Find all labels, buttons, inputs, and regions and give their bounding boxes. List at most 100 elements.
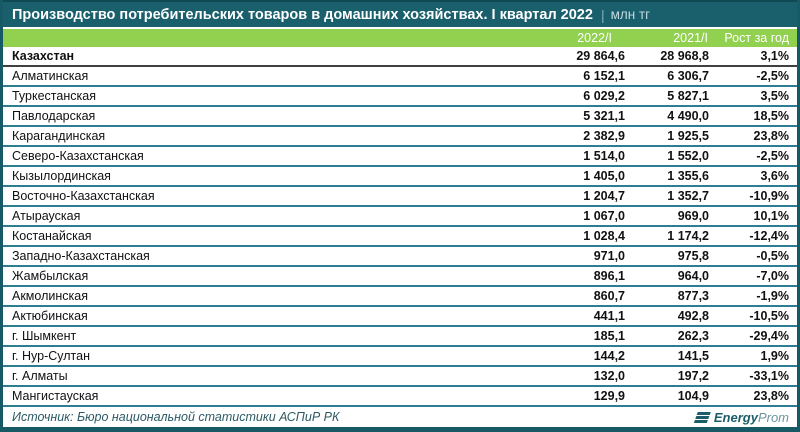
value-growth: -33,1% [749, 369, 789, 383]
column-header-growth: Рост за год [724, 31, 789, 45]
region-name: Казахстан [12, 49, 75, 63]
table-row: Карагандинская 2 382,9 1 925,5 23,8% [3, 127, 797, 147]
value-growth: 10,1% [753, 209, 789, 223]
value-2021: 964,0 [677, 269, 709, 283]
value-2021: 141,5 [677, 349, 709, 363]
table-row: г. Шымкент 185,1 262,3 -29,4% [3, 327, 797, 347]
table-row: Северо-Казахстанская 1 514,0 1 552,0 -2,… [3, 147, 797, 167]
region-name: Кызылординская [12, 169, 111, 183]
value-2022: 5 321,1 [583, 109, 625, 123]
value-2022: 860,7 [593, 289, 625, 303]
table-row: Жамбылская 896,1 964,0 -7,0% [3, 267, 797, 287]
table-row: г. Нур-Султан 144,2 141,5 1,9% [3, 347, 797, 367]
value-2021: 1 174,2 [667, 229, 709, 243]
region-name: Карагандинская [12, 129, 106, 143]
region-name: Восточно-Казахстанская [12, 189, 155, 203]
footer: Источник: Бюро национальной статистики А… [3, 407, 797, 427]
value-2021: 492,8 [677, 309, 709, 323]
value-2022: 6 029,2 [583, 89, 625, 103]
energyprom-logo: EnergyProm [693, 410, 789, 425]
value-growth: -2,5% [756, 149, 789, 163]
value-2022: 441,1 [593, 309, 625, 323]
value-2022: 2 382,9 [583, 129, 625, 143]
value-growth: 23,8% [753, 129, 789, 143]
region-name: г. Шымкент [12, 329, 77, 343]
table-row: Западно-Казахстанская 971,0 975,8 -0,5% [3, 247, 797, 267]
energyprom-logo-icon [693, 411, 711, 423]
table-row: Казахстан 29 864,6 28 968,8 3,1% [3, 47, 797, 67]
value-2021: 262,3 [677, 329, 709, 343]
value-growth: -12,4% [749, 229, 789, 243]
title-divider: | [600, 6, 605, 23]
region-name: Мангистауская [12, 389, 99, 403]
table-header-row: 2022/I 2021/I Рост за год [3, 29, 797, 47]
table-row: Атырауская 1 067,0 969,0 10,1% [3, 207, 797, 227]
value-growth: -29,4% [749, 329, 789, 343]
title-bar: Производство потребительских товаров в д… [3, 0, 797, 27]
table-body: Казахстан 29 864,6 28 968,8 3,1% Алматин… [3, 47, 797, 407]
value-2021: 1 552,0 [667, 149, 709, 163]
value-growth: 18,5% [753, 109, 789, 123]
value-2021: 4 490,0 [667, 109, 709, 123]
value-2022: 1 405,0 [583, 169, 625, 183]
table-row: Костанайская 1 028,4 1 174,2 -12,4% [3, 227, 797, 247]
value-growth: 3,6% [760, 169, 790, 183]
value-growth: -1,9% [756, 289, 789, 303]
value-2022: 6 152,1 [583, 69, 625, 83]
logo-text-bold: Energy [713, 409, 758, 425]
region-name: Жамбылская [12, 269, 89, 283]
energyprom-logo-text: EnergyProm [714, 410, 789, 425]
region-name: Северо-Казахстанская [12, 149, 144, 163]
value-2021: 1 355,6 [667, 169, 709, 183]
value-growth: -0,5% [756, 249, 789, 263]
value-growth: -10,5% [749, 309, 789, 323]
value-growth: -2,5% [756, 69, 789, 83]
table-row: Восточно-Казахстанская 1 204,7 1 352,7 -… [3, 187, 797, 207]
region-name: Костанайская [12, 229, 92, 243]
region-name: г. Нур-Султан [12, 349, 90, 363]
page-title: Производство потребительских товаров в д… [12, 6, 593, 23]
table-row: Актюбинская 441,1 492,8 -10,5% [3, 307, 797, 327]
value-2022: 1 028,4 [583, 229, 625, 243]
value-growth: 3,1% [760, 49, 790, 63]
column-header-2021: 2021/I [673, 31, 708, 45]
region-name: Актюбинская [12, 309, 88, 323]
value-2022: 1 204,7 [583, 189, 625, 203]
table-row: Туркестанская 6 029,2 5 827,1 3,5% [3, 87, 797, 107]
value-growth: -10,9% [749, 189, 789, 203]
value-2021: 975,8 [677, 249, 709, 263]
value-2022: 144,2 [593, 349, 625, 363]
value-2021: 5 827,1 [667, 89, 709, 103]
value-growth: 23,8% [753, 389, 789, 403]
title-unit: млн тг [610, 7, 651, 22]
region-name: Туркестанская [12, 89, 96, 103]
table-row: Павлодарская 5 321,1 4 490,0 18,5% [3, 107, 797, 127]
value-2021: 877,3 [677, 289, 709, 303]
table-row: Кызылординская 1 405,0 1 355,6 3,6% [3, 167, 797, 187]
region-name: г. Алматы [12, 369, 68, 383]
table-row: Мангистауская 129,9 104,9 23,8% [3, 387, 797, 407]
value-growth: -7,0% [756, 269, 789, 283]
region-name: Акмолинская [12, 289, 88, 303]
value-2021: 28 968,8 [660, 49, 709, 63]
value-2021: 6 306,7 [667, 69, 709, 83]
region-name: Алматинская [12, 69, 89, 83]
value-2022: 971,0 [593, 249, 625, 263]
region-name: Атырауская [12, 209, 81, 223]
value-2022: 29 864,6 [576, 49, 625, 63]
title-gap [3, 27, 797, 29]
value-2022: 132,0 [593, 369, 625, 383]
value-2021: 1 925,5 [667, 129, 709, 143]
value-2022: 129,9 [593, 389, 625, 403]
logo-text-light: Prom [757, 409, 789, 425]
value-2021: 104,9 [677, 389, 709, 403]
value-2021: 197,2 [677, 369, 709, 383]
table-row: Акмолинская 860,7 877,3 -1,9% [3, 287, 797, 307]
value-2022: 896,1 [593, 269, 625, 283]
value-2022: 1 067,0 [583, 209, 625, 223]
table-row: Алматинская 6 152,1 6 306,7 -2,5% [3, 67, 797, 87]
source-note: Источник: Бюро национальной статистики А… [12, 410, 340, 424]
value-2021: 1 352,7 [667, 189, 709, 203]
value-growth: 1,9% [760, 349, 790, 363]
